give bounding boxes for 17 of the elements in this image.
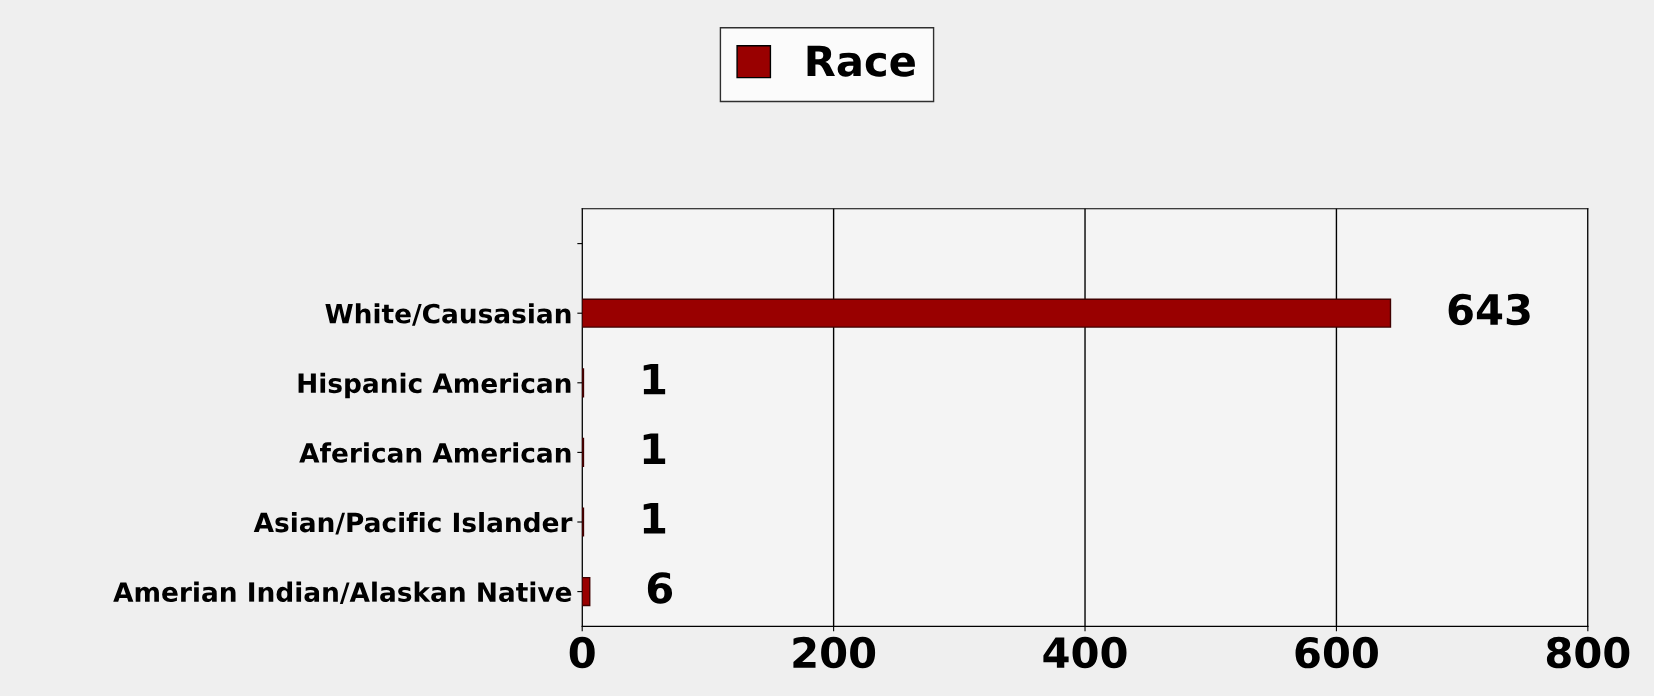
- data-label: 1: [643, 433, 666, 464]
- y-tick-label: White/Causasian: [325, 303, 571, 326]
- bar: [582, 298, 1392, 328]
- y-tick-label: Amerian Indian/Alaskan Native: [113, 581, 572, 605]
- y-tick-label: Hispanic American: [298, 372, 571, 399]
- x-tick-label: 200: [793, 636, 876, 669]
- legend-label: Race: [807, 45, 915, 77]
- x-tick-label: 800: [1546, 636, 1630, 669]
- data-label: 1: [643, 363, 666, 395]
- data-label: 643: [1448, 293, 1530, 326]
- x-tick-label: 600: [1295, 636, 1378, 669]
- x-tick-label: 400: [1043, 636, 1127, 669]
- y-tick-label: Aferican American: [299, 442, 571, 463]
- data-label: 6: [647, 572, 673, 604]
- data-label: 1: [643, 503, 666, 534]
- x-tick-label: 0: [569, 636, 595, 669]
- y-tick-label: Asian/Pacific Islander: [253, 511, 573, 535]
